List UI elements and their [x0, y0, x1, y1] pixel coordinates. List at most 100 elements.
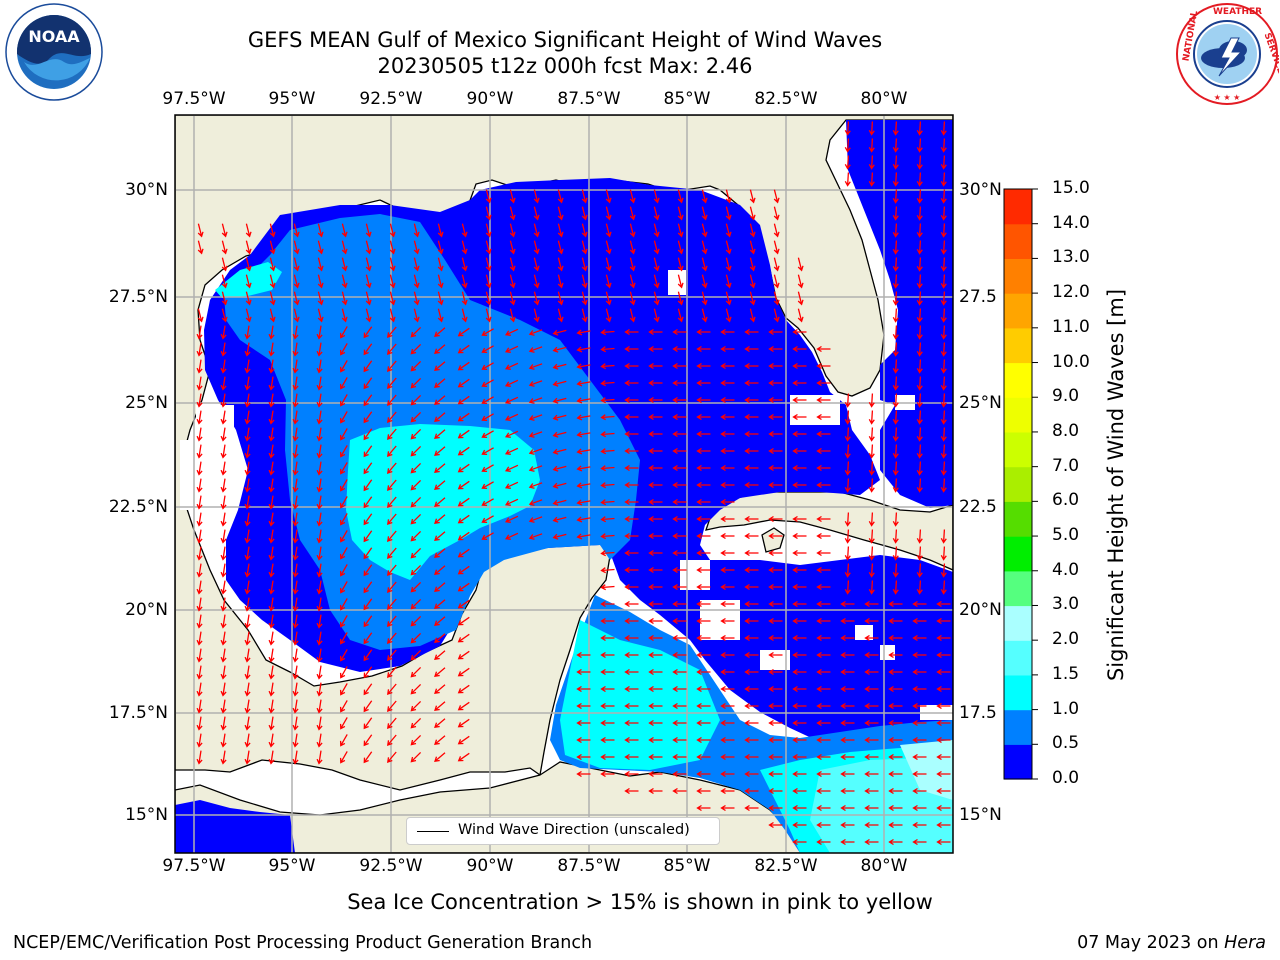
wind-wave-arrow [792, 345, 807, 353]
wind-wave-arrow [864, 804, 879, 812]
wind-wave-arrow [916, 461, 923, 476]
wind-wave-arrow [316, 359, 323, 374]
wind-wave-arrow [720, 515, 735, 523]
colorbar-segment [1004, 362, 1032, 398]
wind-wave-arrow [363, 666, 373, 679]
wind-wave-arrow [792, 804, 807, 812]
wind-wave-arrow [868, 580, 875, 595]
wind-wave-arrow [744, 532, 759, 540]
wind-wave-arrow [792, 430, 807, 438]
wind-wave-arrow [744, 362, 759, 370]
wind-wave-arrow [744, 668, 759, 676]
wind-wave-arrow [868, 155, 875, 170]
wind-wave-arrow [720, 328, 735, 336]
wind-wave-arrow [363, 581, 373, 594]
wind-wave-arrow [653, 223, 660, 238]
wind-wave-arrow [720, 362, 735, 370]
footer-machine: Hera [1224, 933, 1266, 953]
wind-wave-arrow [316, 563, 323, 578]
wind-wave-arrow [888, 753, 903, 761]
wind-wave-arrow [434, 446, 446, 456]
wind-wave-arrow [696, 345, 711, 353]
wind-wave-arrow [744, 413, 759, 421]
wind-wave-arrow [720, 464, 735, 472]
wind-wave-arrow [701, 274, 708, 289]
wind-wave-arrow [552, 329, 567, 336]
wind-wave-arrow [363, 530, 373, 543]
wind-wave-arrow [840, 719, 855, 727]
wind-wave-arrow [528, 499, 543, 506]
wind-wave-arrow [868, 427, 875, 442]
wind-wave-arrow [220, 580, 227, 595]
wind-wave-arrow [339, 700, 348, 713]
wind-wave-arrow [624, 566, 639, 574]
wind-wave-arrow [557, 308, 564, 323]
map-legend: Wind Wave Direction (unscaled) [406, 817, 720, 845]
wind-wave-arrow [389, 308, 396, 323]
wind-wave-arrow [244, 342, 251, 357]
svg-text:★ ★ ★: ★ ★ ★ [1214, 93, 1241, 102]
wind-wave-arrow [696, 787, 711, 795]
wind-wave-arrow [461, 308, 468, 323]
wind-wave-arrow [720, 430, 735, 438]
wind-wave-arrow [892, 121, 899, 136]
wind-wave-arrow [749, 189, 756, 204]
wind-wave-arrow [892, 155, 899, 170]
colorbar-tick-label: 7.0 [1052, 455, 1080, 476]
wind-wave-arrow [892, 189, 899, 204]
wind-wave-arrow [268, 682, 275, 697]
wind-wave-arrow [196, 342, 203, 357]
wind-wave-arrow [196, 580, 203, 595]
wind-wave-arrow [461, 240, 468, 255]
wind-wave-arrow [768, 447, 783, 455]
wind-wave-arrow [196, 563, 203, 578]
wind-wave-arrow [720, 498, 735, 506]
wind-wave-arrow [363, 411, 373, 424]
footer-branch: NCEP/EMC/Verification Post Processing Pr… [13, 933, 593, 953]
lat-tick-left: 22.5°N [108, 497, 168, 517]
wind-wave-arrow [316, 648, 323, 663]
wind-wave-arrow [316, 478, 323, 493]
colorbar-tick-label: 8.0 [1052, 420, 1080, 441]
wind-wave-arrow [605, 308, 612, 323]
wind-wave-arrow [888, 702, 903, 710]
wind-wave-arrow [816, 736, 831, 744]
wind-wave-arrow [768, 566, 783, 574]
wind-wave-arrow [292, 495, 299, 510]
wind-wave-arrow [844, 563, 851, 578]
wind-wave-arrow [768, 787, 783, 795]
wind-wave-arrow [387, 581, 397, 593]
wind-wave-arrow [629, 291, 636, 306]
wind-wave-arrow [387, 615, 397, 627]
wind-wave-arrow [600, 550, 615, 557]
wind-wave-arrow [220, 631, 227, 646]
wind-wave-arrow [293, 291, 300, 306]
wind-wave-arrow [196, 665, 203, 680]
wind-wave-arrow [387, 700, 397, 712]
wind-wave-arrow [940, 325, 947, 340]
chart-subtitle: 20230505 t12z 000h fcst Max: 2.46 [377, 54, 753, 78]
wind-wave-arrow [696, 430, 711, 438]
wind-wave-arrow [220, 750, 227, 765]
wind-wave-arrow [864, 770, 879, 778]
wind-wave-arrow [576, 380, 591, 387]
wind-wave-arrow [220, 393, 227, 408]
wind-wave-arrow [912, 821, 927, 829]
wind-wave-arrow [605, 240, 612, 255]
wind-wave-arrow [244, 682, 251, 697]
wind-wave-arrow [220, 733, 227, 748]
wind-wave-arrow [268, 529, 275, 544]
wind-wave-arrow [864, 617, 879, 625]
wind-wave-arrow [481, 447, 494, 456]
wind-wave-arrow [341, 291, 348, 306]
wind-wave-arrow [844, 512, 851, 527]
colorbar-segment [1004, 431, 1032, 468]
wind-wave-arrow [434, 497, 446, 507]
wind-wave-arrow [504, 430, 519, 438]
wind-wave-arrow [557, 206, 564, 221]
wind-wave-arrow [196, 410, 203, 425]
wind-wave-arrow [916, 223, 923, 238]
wind-wave-arrow [481, 481, 494, 490]
wind-wave-arrow [912, 753, 927, 761]
wind-wave-arrow [504, 447, 519, 455]
